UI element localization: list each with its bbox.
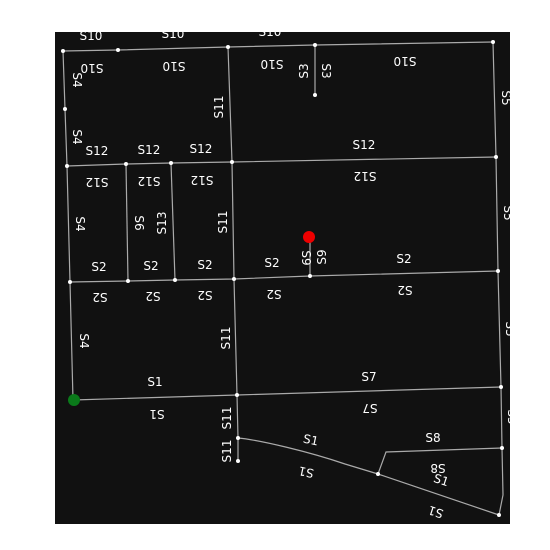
intersection-node [496,269,500,273]
intersection-node [230,160,234,164]
street-label: S2 [397,283,412,297]
road-s11[interactable] [227,46,239,461]
street-label: S11 [220,407,234,430]
road-s1[interactable] [72,394,238,401]
street-label: S2 [264,256,279,270]
road-s10[interactable] [62,41,494,52]
street-label: S4 [77,333,91,348]
intersection-node [494,155,498,159]
street-label: S7 [362,401,377,415]
street-label: S4 [70,72,84,87]
intersection-node [61,49,65,53]
road-s5[interactable] [492,41,504,516]
street-label: S2 [143,259,158,273]
road-s8[interactable] [377,447,503,475]
street-label: S2 [396,252,411,266]
intersection-node [313,93,317,97]
street-label: S12 [138,174,161,188]
street-label: S12 [190,142,213,156]
street-label: S12 [353,138,376,152]
street-label: S5 [501,205,510,220]
road-s1-lower[interactable] [237,437,500,516]
street-label: S2 [197,288,212,302]
road-s6[interactable] [125,163,129,282]
street-label: S11 [212,96,226,119]
street-label: S9 [299,250,313,265]
street-label: S9 [315,249,329,264]
street-label: S11 [220,440,234,463]
intersection-node [226,45,230,49]
street-label: S8 [425,431,440,445]
street-label: S8 [430,461,445,475]
street-label: S2 [197,258,212,272]
street-label: S10 [81,61,104,75]
street-label: S3 [297,63,311,78]
start-marker[interactable] [68,394,80,406]
street-label: S2 [91,260,106,274]
street-label: S1 [297,463,315,480]
street-label: S10 [394,54,417,68]
street-label: S13 [155,212,169,235]
street-label: S12 [86,144,109,158]
street-label: S10 [163,59,186,73]
street-label: S2 [92,290,107,304]
intersection-node [313,43,317,47]
intersection-node [499,385,503,389]
intersection-node [236,459,240,463]
street-map: S10 S10 S10 S10 S10 S10 S10 S4 S4 S4 S4 … [61,32,510,521]
street-label: S11 [216,211,230,234]
street-label: S12 [354,169,377,183]
street-label: S1 [147,375,162,389]
road-s12[interactable] [66,156,497,167]
intersection-node [126,279,130,283]
street-label: S1 [149,407,164,421]
street-label: S2 [266,287,281,301]
street-label: S12 [191,173,214,187]
street-label: S4 [73,216,87,231]
street-label: S5 [505,409,510,424]
goal-marker[interactable] [303,231,315,243]
street-label: S7 [361,370,376,384]
street-label: S12 [138,143,161,157]
intersection-node [497,513,501,517]
street-label: S1 [432,471,451,489]
street-label: S10 [162,32,185,41]
intersection-node [68,280,72,284]
intersection-node [308,274,312,278]
road-s13[interactable] [170,162,176,281]
map-view[interactable]: S10 S10 S10 S10 S10 S10 S10 S4 S4 S4 S4 … [55,32,510,524]
street-label: S1 [302,432,320,449]
street-label: S11 [219,327,233,350]
intersection-node [124,162,128,166]
street-label: S3 [319,63,333,78]
road-s2[interactable] [69,270,499,283]
street-label: S6 [132,215,146,230]
street-label: S2 [145,289,160,303]
intersection-node [63,107,67,111]
street-label: S10 [261,57,284,71]
intersection-node [235,393,239,397]
intersection-node [500,446,504,450]
intersection-node [116,48,120,52]
intersection-node [376,472,380,476]
street-label: S1 [426,503,445,521]
street-label: S12 [86,175,109,189]
intersection-node [65,164,69,168]
intersection-node [232,277,236,281]
intersection-node [491,40,495,44]
street-label: S5 [499,90,510,105]
street-label: S5 [503,321,510,336]
road-s4[interactable] [62,50,74,401]
intersection-node [236,436,240,440]
street-label: S10 [259,32,282,39]
street-label: S4 [70,129,84,144]
street-label: S10 [80,32,103,43]
intersection-node [169,161,173,165]
intersection-node [173,278,177,282]
road-s7[interactable] [236,386,502,396]
